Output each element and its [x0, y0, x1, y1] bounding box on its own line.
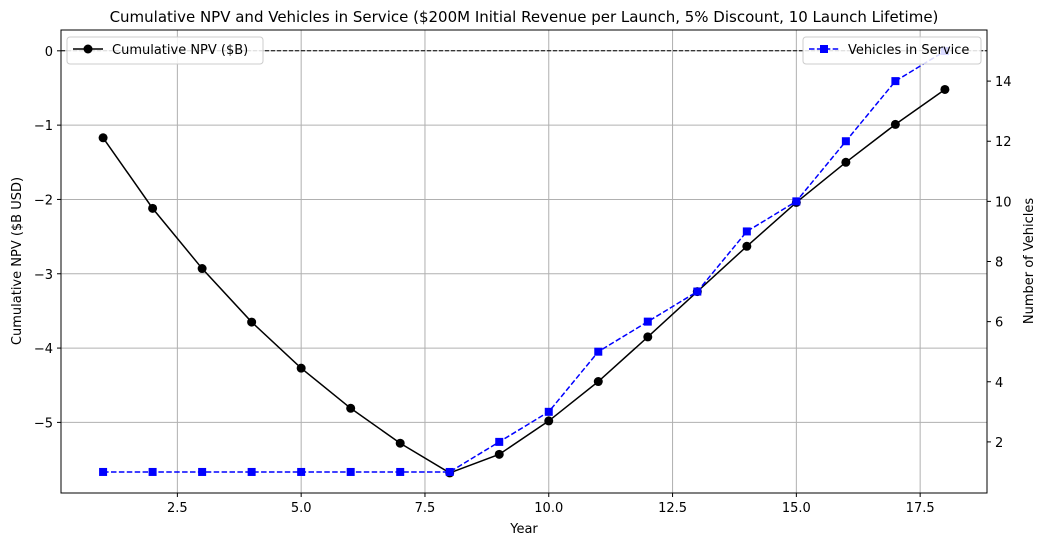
data-point-vehicles	[594, 347, 603, 356]
y-left-tick-label: −4	[34, 342, 53, 357]
data-point-npv	[544, 416, 554, 426]
x-tick-label: 12.5	[658, 501, 687, 516]
data-point-npv	[148, 203, 158, 213]
series-line-npv	[102, 88, 946, 474]
data-point-vehicles	[792, 197, 801, 206]
data-point-npv	[593, 377, 603, 387]
y-left-tick-label: −5	[34, 416, 53, 431]
y-left-tick-label: −3	[34, 268, 53, 283]
legend-left-box	[66, 36, 264, 65]
y-right-tick-label: 8	[995, 256, 1003, 271]
data-point-npv	[197, 264, 207, 274]
y-right-tick-label: 6	[995, 316, 1003, 331]
data-point-vehicles	[445, 467, 454, 476]
data-point-vehicles	[495, 437, 504, 446]
legend-right-label: Vehicles in Service	[848, 43, 969, 58]
data-point-npv	[940, 84, 950, 94]
data-point-vehicles	[396, 467, 405, 476]
chart-title: Cumulative NPV and Vehicles in Service (…	[110, 8, 939, 26]
y-axis-right-ticks: 2 4 6 8 10 12 14	[987, 75, 1012, 451]
data-point-vehicles	[643, 317, 652, 326]
y-axis-left-ticks: 0 −1 −2 −3 −4 −5	[34, 45, 61, 431]
legend-left: Cumulative NPV ($B)	[66, 36, 264, 65]
data-point-npv	[247, 317, 257, 327]
y-left-tick-label: 0	[45, 45, 53, 60]
y-right-tick-label: 12	[995, 135, 1012, 150]
data-point-vehicles	[198, 467, 207, 476]
y-right-tick-label: 14	[995, 75, 1012, 90]
data-point-vehicles	[841, 137, 850, 146]
data-point-vehicles	[346, 467, 355, 476]
data-point-vehicles	[693, 287, 702, 296]
x-tick-label: 7.5	[415, 501, 436, 516]
data-point-vehicles	[247, 467, 256, 476]
data-point-npv	[890, 119, 900, 129]
grid-lines	[61, 30, 987, 493]
x-tick-label: 2.5	[167, 501, 188, 516]
legend-left-marker	[83, 44, 93, 54]
data-point-npv	[494, 449, 504, 459]
data-point-vehicles	[891, 77, 900, 86]
x-tick-label: 17.5	[906, 501, 935, 516]
x-axis-ticks: 2.5 5.0 7.5 10.0 12.5 15.0 17.5	[167, 493, 935, 516]
legend-right-box	[802, 36, 982, 65]
x-tick-label: 10.0	[534, 501, 563, 516]
legend-right: Vehicles in Service	[802, 36, 982, 65]
data-point-npv	[841, 157, 851, 167]
y-left-tick-label: −2	[34, 193, 53, 208]
y-axis-left-title: Cumulative NPV ($B USD)	[10, 177, 25, 345]
data-point-npv	[346, 403, 356, 413]
y-right-tick-label: 10	[995, 195, 1012, 210]
data-point-vehicles	[99, 467, 108, 476]
data-point-npv	[98, 133, 108, 143]
data-point-npv	[395, 438, 405, 448]
x-tick-label: 5.0	[291, 501, 312, 516]
data-point-npv	[643, 332, 653, 342]
data-point-vehicles	[297, 467, 306, 476]
legend-right-marker	[820, 45, 828, 53]
data-point-vehicles	[544, 407, 553, 416]
plot-frame	[60, 29, 988, 494]
y-right-tick-label: 2	[995, 436, 1003, 451]
x-axis-title: Year	[509, 522, 538, 537]
data-point-vehicles	[742, 227, 751, 236]
y-right-tick-label: 4	[995, 376, 1003, 391]
data-point-vehicles	[148, 467, 157, 476]
series-layer	[98, 47, 950, 478]
series-line-vehicles	[103, 50, 946, 473]
data-point-npv	[742, 241, 752, 251]
data-point-npv	[296, 363, 306, 373]
legend-left-label: Cumulative NPV ($B)	[112, 43, 248, 58]
y-axis-right-title: Number of Vehicles	[1022, 198, 1037, 325]
y-left-tick-label: −1	[34, 119, 53, 134]
x-tick-label: 15.0	[782, 501, 811, 516]
